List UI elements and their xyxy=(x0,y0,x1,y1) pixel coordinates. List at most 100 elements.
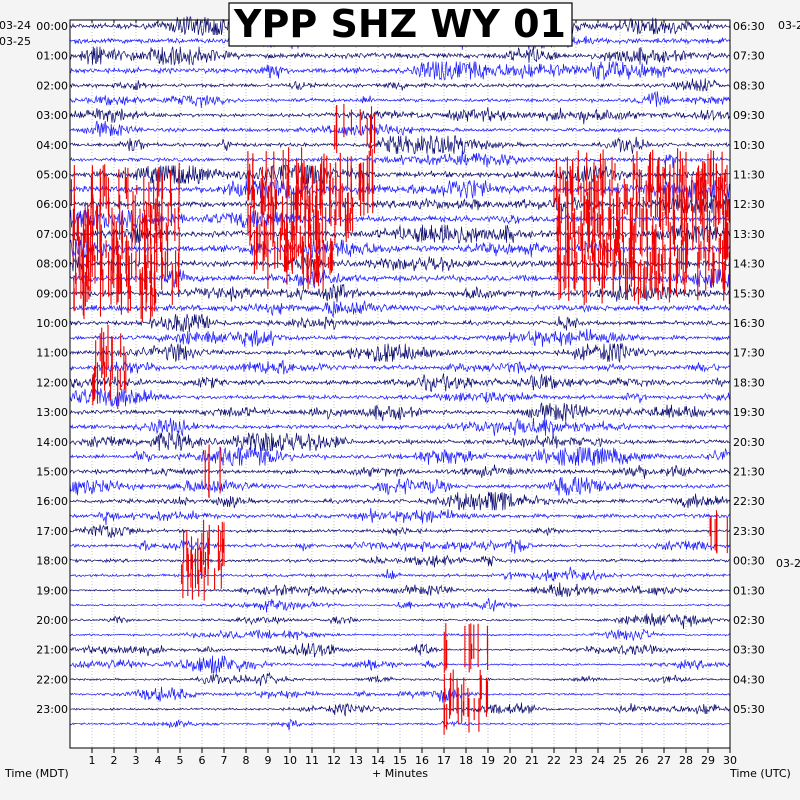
x-tick-label: 18 xyxy=(459,754,473,767)
right-hour-label: 22:30 xyxy=(733,495,765,508)
right-date-label-start: 03-24 xyxy=(778,19,800,32)
trace-line xyxy=(69,120,731,137)
right-hour-label: 18:30 xyxy=(733,376,765,389)
right-hour-label: 08:30 xyxy=(733,79,765,92)
trace-line xyxy=(69,566,731,582)
right-axis-title: Time (UTC) xyxy=(729,767,791,780)
trace-line xyxy=(69,524,731,539)
trace-line xyxy=(69,328,731,347)
x-tick-label: 4 xyxy=(155,754,162,767)
left-hour-label: 01:00 xyxy=(36,50,68,63)
clipped-spike-group xyxy=(443,623,489,673)
right-hour-label: 12:30 xyxy=(733,198,765,211)
trace-line xyxy=(69,446,731,467)
clipped-spike-group xyxy=(558,251,730,306)
x-tick-label: 15 xyxy=(393,754,407,767)
left-hour-label: 06:00 xyxy=(36,198,68,211)
trace-line xyxy=(69,464,731,479)
trace-line xyxy=(69,90,731,108)
right-hour-label: 01:30 xyxy=(733,584,765,597)
left-hour-label: 15:00 xyxy=(36,466,68,479)
right-hour-label: 00:30 xyxy=(733,555,765,568)
clipped-spike-group xyxy=(95,324,125,381)
right-hour-label: 14:30 xyxy=(733,258,765,271)
clipped-spike-group xyxy=(92,354,127,409)
trace-line xyxy=(69,655,731,674)
left-hour-label: 10:00 xyxy=(36,317,68,330)
trace-line xyxy=(69,702,731,717)
trace-line xyxy=(69,613,731,630)
x-tick-label: 8 xyxy=(243,754,250,767)
trace-line xyxy=(69,342,731,363)
left-hour-label: 07:00 xyxy=(36,228,68,241)
left-hour-label: 16:00 xyxy=(36,495,68,508)
clipped-spike-group xyxy=(334,103,376,156)
clipped-spike-group xyxy=(183,519,225,572)
x-tick-label: 19 xyxy=(481,754,495,767)
left-hour-label: 00:00 xyxy=(36,20,68,33)
x-axis-label: + Minutes xyxy=(372,767,428,780)
trace-line xyxy=(69,388,731,407)
left-hour-label: 12:00 xyxy=(36,376,68,389)
x-tick-label: 29 xyxy=(701,754,715,767)
right-hour-label: 09:30 xyxy=(733,109,765,122)
right-hour-label: 06:30 xyxy=(733,20,765,33)
trace-line xyxy=(69,134,731,155)
clipped-spike-group xyxy=(709,510,728,554)
clipped-spike-group xyxy=(443,684,480,735)
trace-line xyxy=(69,719,731,731)
clipped-spike-group xyxy=(73,266,157,322)
clipped-spike-group xyxy=(443,669,489,717)
x-tick-label: 6 xyxy=(199,754,206,767)
clipped-spike-group xyxy=(558,191,727,247)
right-hour-label: 04:30 xyxy=(733,673,765,686)
x-tick-label: 14 xyxy=(371,754,385,767)
x-tick-label: 11 xyxy=(305,754,319,767)
x-tick-label: 24 xyxy=(591,754,605,767)
x-tick-label: 5 xyxy=(177,754,184,767)
trace-line xyxy=(69,643,731,658)
right-date-label-next: 03-25 xyxy=(776,557,800,570)
trace-line xyxy=(69,628,731,641)
trace-line xyxy=(69,417,731,437)
left-hour-label: 11:00 xyxy=(36,347,68,360)
x-tick-label: 30 xyxy=(723,754,737,767)
left-axis-title: Time (MDT) xyxy=(4,767,69,780)
right-hour-label: 02:30 xyxy=(733,614,765,627)
x-tick-label: 26 xyxy=(635,754,649,767)
clipped-spike-group xyxy=(556,236,724,292)
right-hour-label: 16:30 xyxy=(733,317,765,330)
clipped-spike-group xyxy=(555,148,726,203)
left-date-label-next: 03-25 xyxy=(0,35,31,48)
trace-line xyxy=(69,598,731,613)
trace-line xyxy=(69,359,731,375)
trace-line xyxy=(69,78,731,92)
left-hour-label: 04:00 xyxy=(36,139,68,152)
x-tick-label: 10 xyxy=(283,754,297,767)
left-hour-label: 03:00 xyxy=(36,109,68,122)
trace-line xyxy=(69,150,731,169)
right-hour-label: 13:30 xyxy=(733,228,765,241)
x-tick-label: 21 xyxy=(525,754,539,767)
trace-line xyxy=(69,672,731,686)
left-hour-label: 18:00 xyxy=(36,555,68,568)
left-hour-label: 22:00 xyxy=(36,673,68,686)
x-tick-label: 23 xyxy=(569,754,583,767)
trace-line xyxy=(69,492,731,511)
clipped-spike-group xyxy=(181,547,222,601)
trace-line xyxy=(69,60,731,81)
x-axis-ticks: 1 2 3 4 5 6 7 8 9 10 11 12 13 14 15 16 17 18 19 20 21 22 23 24 2… xyxy=(89,20,737,767)
right-hour-label: 11:30 xyxy=(733,169,765,182)
right-hour-label: 20:30 xyxy=(733,436,765,449)
trace-line xyxy=(69,582,731,597)
trace-line xyxy=(69,107,731,125)
right-hour-label: 10:30 xyxy=(733,139,765,152)
clipped-spike-group xyxy=(247,147,373,202)
left-hour-label: 17:00 xyxy=(36,525,68,538)
trace-line xyxy=(69,539,731,554)
x-tick-label: 7 xyxy=(221,754,228,767)
x-tick-label: 9 xyxy=(265,754,272,767)
left-hour-label: 09:00 xyxy=(36,287,68,300)
right-hour-label: 17:30 xyxy=(733,347,765,360)
